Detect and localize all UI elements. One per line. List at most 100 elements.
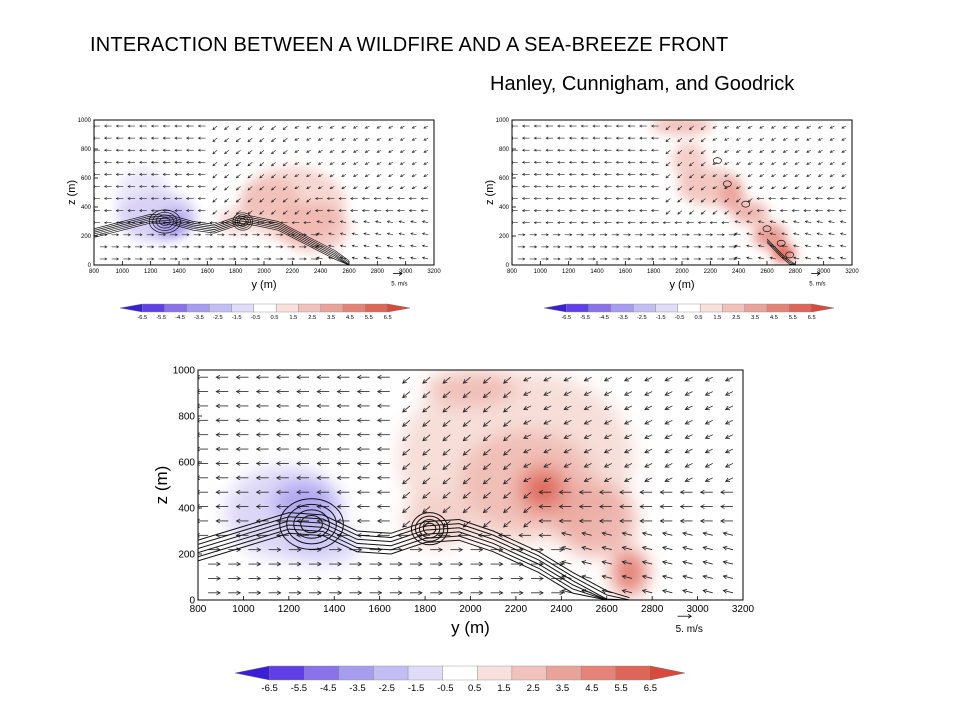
vector-arrow <box>330 162 335 165</box>
vector-arrow <box>624 448 633 454</box>
vector-arrow <box>662 532 673 536</box>
vector-arrow <box>746 221 753 223</box>
vector-arrow <box>830 137 835 141</box>
anomaly-blob <box>402 491 471 548</box>
vector-arrow <box>644 434 653 439</box>
vector-arrow <box>294 137 300 141</box>
vector-arrow <box>689 186 694 191</box>
vector-arrow <box>375 233 382 236</box>
colorbar-label: 5.5 <box>365 315 373 321</box>
vector-arrow <box>422 434 431 441</box>
vector-arrow <box>622 575 633 579</box>
vector-arrow <box>224 162 230 167</box>
colorbar-label: 1.5 <box>289 315 297 321</box>
vector-arrow <box>725 463 734 468</box>
vector-arrow <box>271 162 276 167</box>
vector-arrow <box>685 419 693 425</box>
vortex-contour <box>776 239 786 247</box>
vector-arrow <box>841 125 847 129</box>
y-tick-label: 1000 <box>78 118 92 124</box>
y-tick-label: 0 <box>189 596 195 607</box>
vector-arrow <box>841 137 847 141</box>
vector-arrow <box>247 210 253 215</box>
vector-arrow <box>400 125 405 129</box>
vector-arrow <box>212 125 218 130</box>
vector-arrow <box>830 174 835 177</box>
vector-arrow <box>604 405 612 410</box>
vector-arrow <box>259 149 265 154</box>
vector-arrow <box>701 198 706 203</box>
vector-arrow <box>665 137 671 142</box>
vector-arrow <box>724 149 730 153</box>
vector-arrow <box>365 149 370 153</box>
vector-arrow <box>705 463 713 468</box>
vector-arrow <box>748 162 753 165</box>
vector-arrow <box>705 376 713 382</box>
vector-arrow <box>400 149 405 153</box>
vector-arrow <box>604 419 612 425</box>
vector-arrow <box>682 532 693 536</box>
vector-arrow <box>294 125 300 129</box>
vector-arrow <box>387 245 394 248</box>
colorbar-swatch <box>442 665 478 681</box>
vector-arrow <box>388 174 394 177</box>
vector-arrow <box>602 532 612 536</box>
vortex-contour <box>414 515 445 542</box>
vector-arrow <box>271 174 276 179</box>
vector-arrow <box>503 391 512 398</box>
vector-arrow <box>388 186 394 189</box>
colorbar-swatch <box>650 665 686 681</box>
vector-arrow <box>682 590 693 594</box>
vector-arrow <box>783 174 788 177</box>
vector-arrow <box>423 186 429 189</box>
x-axis: 800 1000 1200 1400 1600 1800 2000 2200 2400 2600 2… <box>190 596 755 615</box>
vector-arrow <box>306 162 312 165</box>
vector-arrow <box>318 174 323 177</box>
vector-arrow <box>701 125 706 130</box>
vector-arrow <box>388 162 394 165</box>
colorbar-label: 5.5 <box>614 683 627 694</box>
anomaly-blob <box>242 178 300 222</box>
vector-arrow <box>341 162 347 165</box>
contour-line <box>198 524 630 600</box>
colorbar-label: 3.5 <box>751 315 759 321</box>
vector-arrow <box>748 137 753 141</box>
vector-arrow <box>212 198 218 203</box>
vector-arrow <box>412 162 417 165</box>
vector-arrow <box>581 561 592 565</box>
vector-arrow <box>399 245 405 248</box>
x-axis: 800 1000 1200 1400 1600 1800 2000 2200 2400 2600 2… <box>89 261 441 275</box>
vortex-contour <box>279 498 344 550</box>
vector-arrow <box>723 546 734 551</box>
vector-arrow <box>682 575 693 579</box>
vector-arrow <box>828 221 835 223</box>
vector-arrow <box>644 405 653 410</box>
contour-line <box>198 512 630 599</box>
vector-arrow <box>410 257 417 260</box>
colorbar: -6.5 -5.5 -4.5 -3.5 -2.5 -1.5 -0.5 0.5 1.5 2.5 3.5… <box>119 303 411 321</box>
vector-arrow <box>734 221 741 223</box>
figure-top-right: 800 1000 1200 1400 1600 1800 2000 2200 2400 2600 2… <box>484 118 859 321</box>
vector-arrow <box>725 477 734 482</box>
vector-arrow <box>212 162 218 167</box>
vector-arrow <box>410 221 417 223</box>
vector-arrow <box>805 221 812 223</box>
vector-arrow <box>723 590 734 594</box>
colorbar-label: 4.5 <box>770 315 778 321</box>
vector-arrow <box>442 391 451 398</box>
vector-arrow <box>642 532 653 536</box>
vector-arrow <box>402 491 411 499</box>
x-tick-label: 2000 <box>459 604 482 615</box>
vector-arrow <box>705 477 713 482</box>
colorbar-swatch <box>789 303 812 313</box>
x-tick-label: 1800 <box>414 604 437 615</box>
vector-arrow <box>402 420 411 427</box>
vortex-contour <box>713 157 722 164</box>
anomaly-blob <box>554 482 637 557</box>
vector-arrow <box>410 245 417 248</box>
vector-arrow <box>294 162 300 165</box>
vector-arrow <box>622 546 633 551</box>
vector-arrow <box>483 448 491 456</box>
vector-arrow <box>584 463 592 468</box>
vector-arrow <box>664 448 673 454</box>
